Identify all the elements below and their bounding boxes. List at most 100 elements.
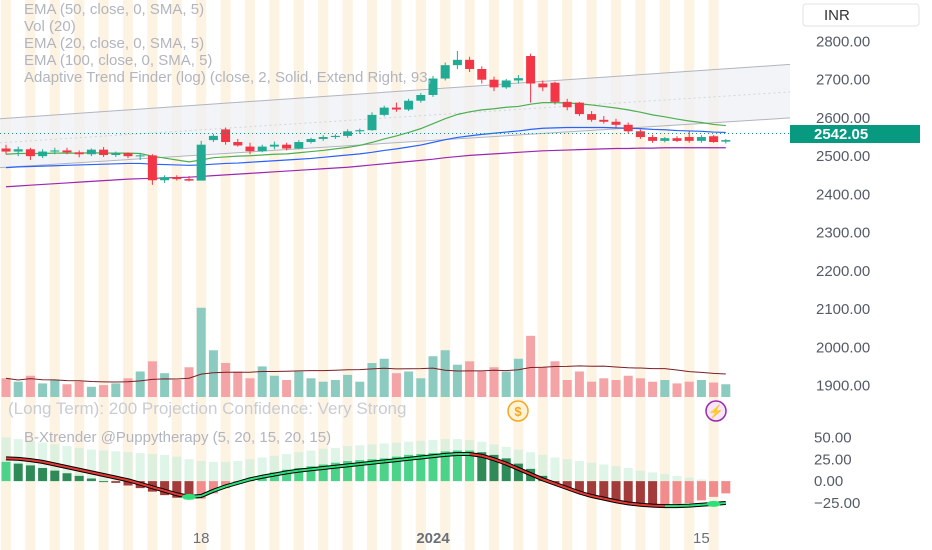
- signal-line-segment: [54, 463, 68, 469]
- oscillator-histogram-bar: [306, 466, 316, 482]
- legend-ema100[interactable]: EMA (100, close, 0, SMA, 5): [24, 52, 212, 69]
- volume-bar: [709, 382, 719, 397]
- oscillator-background-bar: [196, 461, 206, 482]
- oscillator-histogram-bar: [660, 481, 670, 505]
- oscillator-background-bar: [74, 447, 84, 482]
- signal-line-segment: [139, 482, 153, 489]
- oscillator-background-bar: [257, 457, 267, 482]
- oscillator-histogram-bar: [428, 453, 438, 482]
- channel-fill: [0, 64, 790, 168]
- oscillator-histogram-bar: [404, 454, 414, 482]
- oscillator-histogram-bar: [62, 473, 72, 482]
- candle-body: [696, 137, 706, 141]
- signal-line-segment: [579, 491, 592, 497]
- volume-bar: [196, 307, 206, 397]
- session-band: [49, 0, 60, 550]
- volume-bar: [416, 378, 426, 397]
- session-band: [25, 0, 36, 550]
- volume-bar: [696, 380, 706, 397]
- candle-body: [391, 107, 401, 110]
- dividend-marker[interactable]: $: [507, 400, 529, 422]
- candle-body: [550, 82, 560, 102]
- candle-body: [269, 144, 279, 147]
- session-band: [293, 0, 304, 550]
- volume-bar: [25, 375, 35, 397]
- legend-ema20[interactable]: EMA (20, close, 0, SMA, 5): [24, 35, 204, 52]
- candle-body: [367, 114, 377, 131]
- volume-bar: [526, 335, 536, 397]
- time-axis-tick-label: 15: [693, 530, 710, 547]
- ema100-line: [5, 147, 726, 188]
- signal-line-segment: [42, 460, 56, 466]
- signal-line-segment: [542, 478, 556, 485]
- oscillator-histogram-bar: [269, 472, 279, 482]
- signal-line-segment: [505, 462, 519, 470]
- oscillator-background-bar: [99, 450, 109, 482]
- volume-bar: [501, 371, 511, 397]
- session-band: [635, 0, 646, 550]
- oscillator-background-bar: [123, 452, 133, 482]
- candle-body: [196, 144, 206, 181]
- signal-line-segment: [481, 454, 495, 461]
- candle-body: [709, 136, 719, 143]
- oscillator-background-bar: [282, 454, 292, 482]
- oscillator-title[interactable]: B-Xtrender @Puppytherapy (5, 20, 15, 20,…: [24, 429, 331, 446]
- oscillator-background-bar: [172, 456, 182, 482]
- session-band: [659, 0, 670, 550]
- earnings-marker[interactable]: ⚡: [705, 400, 727, 422]
- signal-line-segment: [591, 495, 605, 500]
- signal-line-segment: [127, 479, 141, 485]
- candle-body: [465, 59, 475, 69]
- signal-line-segment: [469, 453, 482, 457]
- volume-bar: [208, 350, 218, 397]
- oscillator-background-bar: [294, 452, 304, 482]
- session-band: [440, 0, 451, 550]
- oscillator-background-bar: [538, 454, 548, 482]
- oscillator-background-bar: [696, 479, 706, 482]
- volume-bar: [721, 384, 731, 397]
- oscillator-background-bar: [62, 446, 72, 482]
- oscillator-histogram-bar: [416, 454, 426, 482]
- candle-body: [62, 150, 72, 153]
- volume-bar: [282, 380, 292, 397]
- candle-body: [648, 137, 658, 141]
- candle-body: [477, 68, 487, 80]
- volume-bar: [635, 378, 645, 397]
- volume-bar: [355, 381, 365, 397]
- volume-bar: [38, 383, 48, 397]
- session-band: [586, 0, 597, 550]
- oscillator-histogram-bar: [684, 481, 694, 503]
- oscillator-histogram-bar: [440, 451, 450, 482]
- candle-body: [599, 119, 609, 122]
- volume-bar: [269, 375, 279, 397]
- legend-volume[interactable]: Vol (20): [24, 18, 76, 35]
- oscillator-histogram-bar: [611, 481, 621, 501]
- signal-line-segment: [262, 473, 275, 478]
- oscillator-background-bar: [208, 461, 218, 482]
- oscillator-histogram-bar: [196, 481, 206, 499]
- trend-channel: [0, 63, 791, 169]
- candle-body: [635, 131, 645, 138]
- time-axis[interactable]: 18 2024 15: [193, 530, 710, 547]
- session-band: [196, 0, 207, 550]
- signal-line-segment: [274, 471, 287, 476]
- legend-adaptive-trend[interactable]: Adaptive Trend Finder (log) (close, 2, S…: [24, 69, 432, 86]
- signal-turn-marker: [182, 493, 196, 500]
- signal-line-segment: [200, 489, 214, 497]
- volume-bar: [611, 380, 621, 397]
- oscillator-background-bar: [611, 466, 621, 482]
- candle-body: [428, 78, 438, 95]
- indicator-legend[interactable]: EMA (50, close, 0, SMA, 5) Vol (20) EMA …: [24, 1, 432, 86]
- volume-bar: [74, 381, 84, 397]
- legend-ema50[interactable]: EMA (50, close, 0, SMA, 5): [24, 1, 204, 18]
- volume-bar: [86, 386, 96, 397]
- currency-button[interactable]: INR: [802, 3, 920, 27]
- price-axis-tick-label: 2800.00: [816, 33, 870, 50]
- oscillator-axis[interactable]: 50.00 25.00 0.00 −25.00: [814, 429, 860, 512]
- price-axis[interactable]: 2800.00 2700.00 2600.00 2500.00 2400.00 2300.…: [816, 33, 870, 394]
- signal-line-segment: [164, 489, 178, 496]
- signal-line-segment: [371, 460, 385, 464]
- oscillator-histogram-bar: [379, 458, 389, 482]
- signal-line-segment: [432, 453, 446, 458]
- candle-body: [221, 129, 231, 143]
